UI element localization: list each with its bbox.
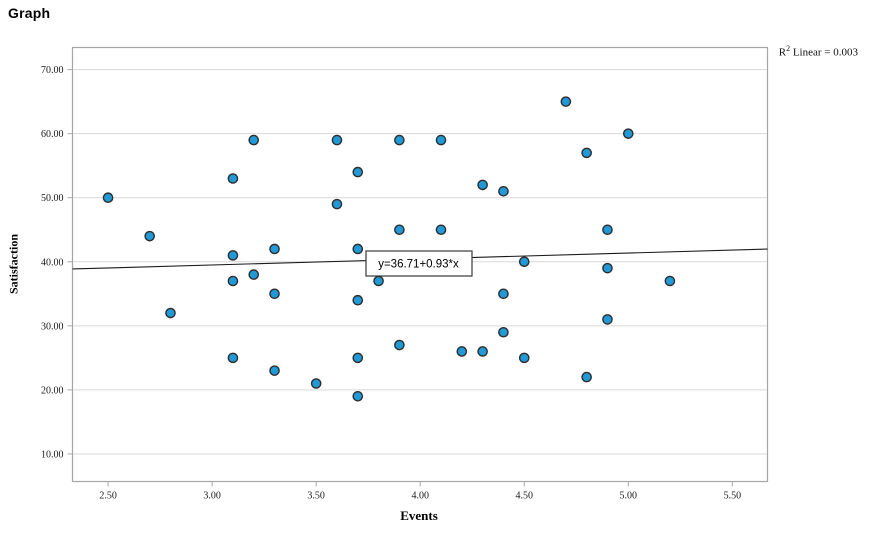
equation-text: y=36.71+0.93*x [378, 259, 459, 271]
scatter-point [373, 275, 384, 287]
scatter-point [602, 262, 613, 274]
scatter-point [435, 134, 447, 146]
scatter-point [102, 192, 114, 204]
tick-layer: 10.00 20.00 30.00 40.00 50.00 60.00 70.00 2.50 3… [41, 65, 741, 501]
x-tick-label: 3.50 [307, 491, 325, 502]
scatter-point [581, 147, 592, 159]
data-point-layer [102, 96, 676, 402]
x-tick-label: 3.00 [203, 491, 221, 502]
scatter-point [331, 134, 343, 146]
r-squared-text: Linear = 0.003 [790, 46, 858, 59]
scatter-point [664, 275, 676, 287]
y-tick-label: 70.00 [41, 65, 64, 76]
y-tick-label: 40.00 [41, 257, 64, 268]
scatter-point [518, 352, 530, 364]
y-tick-label: 60.00 [41, 129, 64, 140]
scatter-point [477, 179, 488, 191]
x-tick-label: 4.50 [516, 491, 534, 502]
scatter-point [165, 307, 176, 319]
scatter-point [248, 269, 260, 280]
scatter-point [560, 96, 572, 107]
r-squared-label: R2 Linear = 0.003 [779, 44, 858, 59]
scatter-point [227, 352, 239, 364]
y-tick-label: 50.00 [41, 193, 64, 204]
scatter-point [269, 243, 280, 255]
scatter-point [269, 288, 280, 300]
scatter-point [602, 314, 613, 325]
r-squared-exponent: 2 [786, 44, 791, 53]
r-squared-base: R [778, 46, 787, 59]
scatter-point [581, 371, 592, 383]
scatter-point [498, 288, 509, 300]
scatter-point [477, 346, 488, 357]
scatter-point [435, 224, 447, 236]
equation-box-border [365, 250, 473, 277]
scatter-point [394, 339, 405, 351]
scatter-point [352, 391, 364, 402]
x-tick-label: 5.50 [724, 491, 742, 502]
x-tick-label: 5.00 [620, 491, 638, 502]
y-tick-label: 20.00 [41, 385, 64, 396]
scatter-point [227, 275, 239, 287]
y-tick-label: 10.00 [41, 449, 64, 460]
scatter-point [498, 186, 509, 197]
scatter-point [269, 365, 280, 376]
scatter-point [456, 346, 468, 357]
scatter-point [602, 224, 613, 236]
scatter-point [331, 198, 343, 210]
scatter-point [394, 224, 405, 236]
scatter-point [352, 352, 364, 364]
x-tick-label: 4.00 [411, 491, 429, 502]
scatter-point [622, 128, 634, 139]
x-tick-label: 2.50 [99, 491, 117, 502]
y-tick-label: 30.00 [41, 321, 64, 332]
scatter-point [498, 326, 509, 338]
scatter-point [227, 173, 239, 184]
scatter-point [352, 166, 364, 178]
output-title: Graph [8, 5, 51, 21]
scatter-point [248, 134, 260, 146]
scatter-point [352, 243, 364, 255]
scatter-point [352, 294, 364, 306]
scatter-point [310, 378, 322, 389]
scatter-point [227, 250, 239, 261]
x-axis-title: Events [400, 508, 438, 523]
gridline-layer [72, 69, 768, 455]
equation-label-box: y=36.71+0.93*x [365, 250, 473, 277]
scatter-point [144, 230, 155, 242]
scatter-point [394, 134, 405, 146]
scatter-point [518, 256, 530, 268]
